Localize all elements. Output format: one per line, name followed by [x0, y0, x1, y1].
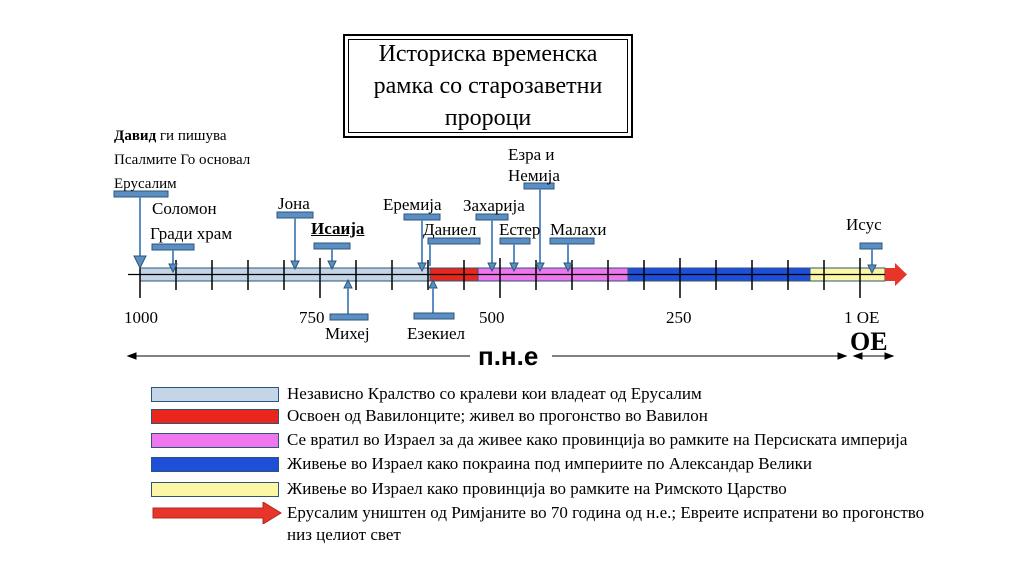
legend-swatch	[151, 433, 279, 448]
era-label-bc: п.н.е	[478, 341, 539, 371]
label-david-line2: Псалмите Го основал	[114, 152, 251, 168]
legend-label-cont: низ целиот свет	[287, 525, 401, 544]
legend-swatch	[151, 482, 279, 497]
label-mihej: Михеј	[325, 324, 370, 343]
label-zaharija: Захарија	[463, 196, 525, 215]
label-daniel: Даниел	[423, 220, 477, 239]
legend-label: Ерусалим уништен од Римјаните во 70 годи…	[287, 503, 925, 522]
legend-label: Се вратил во Израел за да живее како про…	[287, 430, 908, 449]
diagram-title: Историска временска рамка со старозаветн…	[343, 34, 633, 138]
label-ester: Естер	[499, 220, 541, 239]
tick-label-250: 250	[666, 308, 692, 327]
tick-marks	[139, 258, 861, 298]
label-ezra: Езра и	[508, 145, 555, 164]
tick-label-750: 750	[299, 308, 325, 327]
legend-label: Независно Кралство со кралеви кои владеа…	[287, 384, 702, 403]
label-david-line3: Ерусалим	[114, 176, 177, 192]
label-solomon: Соломон	[152, 199, 217, 218]
label-isaija: Исаија	[311, 219, 365, 238]
prophet-markers-below	[329, 278, 455, 321]
tick-label-500: 500	[479, 308, 505, 327]
tick-label-1: 1 ОЕ	[844, 308, 880, 327]
label-eremija: Еремија	[383, 195, 442, 214]
prophet-markers	[113, 182, 883, 275]
label-gradi-hram: Гради храм	[150, 224, 233, 243]
period-destruction-arrow	[885, 263, 907, 286]
label-ezekiel: Езекиел	[407, 324, 466, 343]
era-arrows	[126, 352, 895, 360]
legend-swatch	[151, 457, 279, 472]
label-malahi: Малахи	[550, 220, 607, 239]
label-david: Давид ги пишува Псалмите Го основал Ерус…	[114, 124, 250, 196]
legend-swatch	[151, 387, 279, 402]
legend-label: Живење во Израел како провинција во рамк…	[287, 479, 787, 498]
label-david-name: Давид	[114, 128, 157, 144]
legend-label: Освоен од Вавилонците; живел во прогонст…	[287, 406, 708, 425]
label-isus: Исус	[846, 215, 882, 234]
legend-arrow-icon	[152, 502, 282, 524]
legend-swatch	[151, 409, 279, 424]
legend-label: Живење во Израел како покраина под импер…	[287, 454, 813, 473]
label-jona: Јона	[278, 194, 310, 213]
label-david-rest: ги пишува	[156, 128, 227, 144]
label-nemija: Немија	[508, 166, 560, 185]
era-label-ad: ОЕ	[850, 327, 888, 356]
tick-label-1000: 1000	[124, 308, 158, 327]
